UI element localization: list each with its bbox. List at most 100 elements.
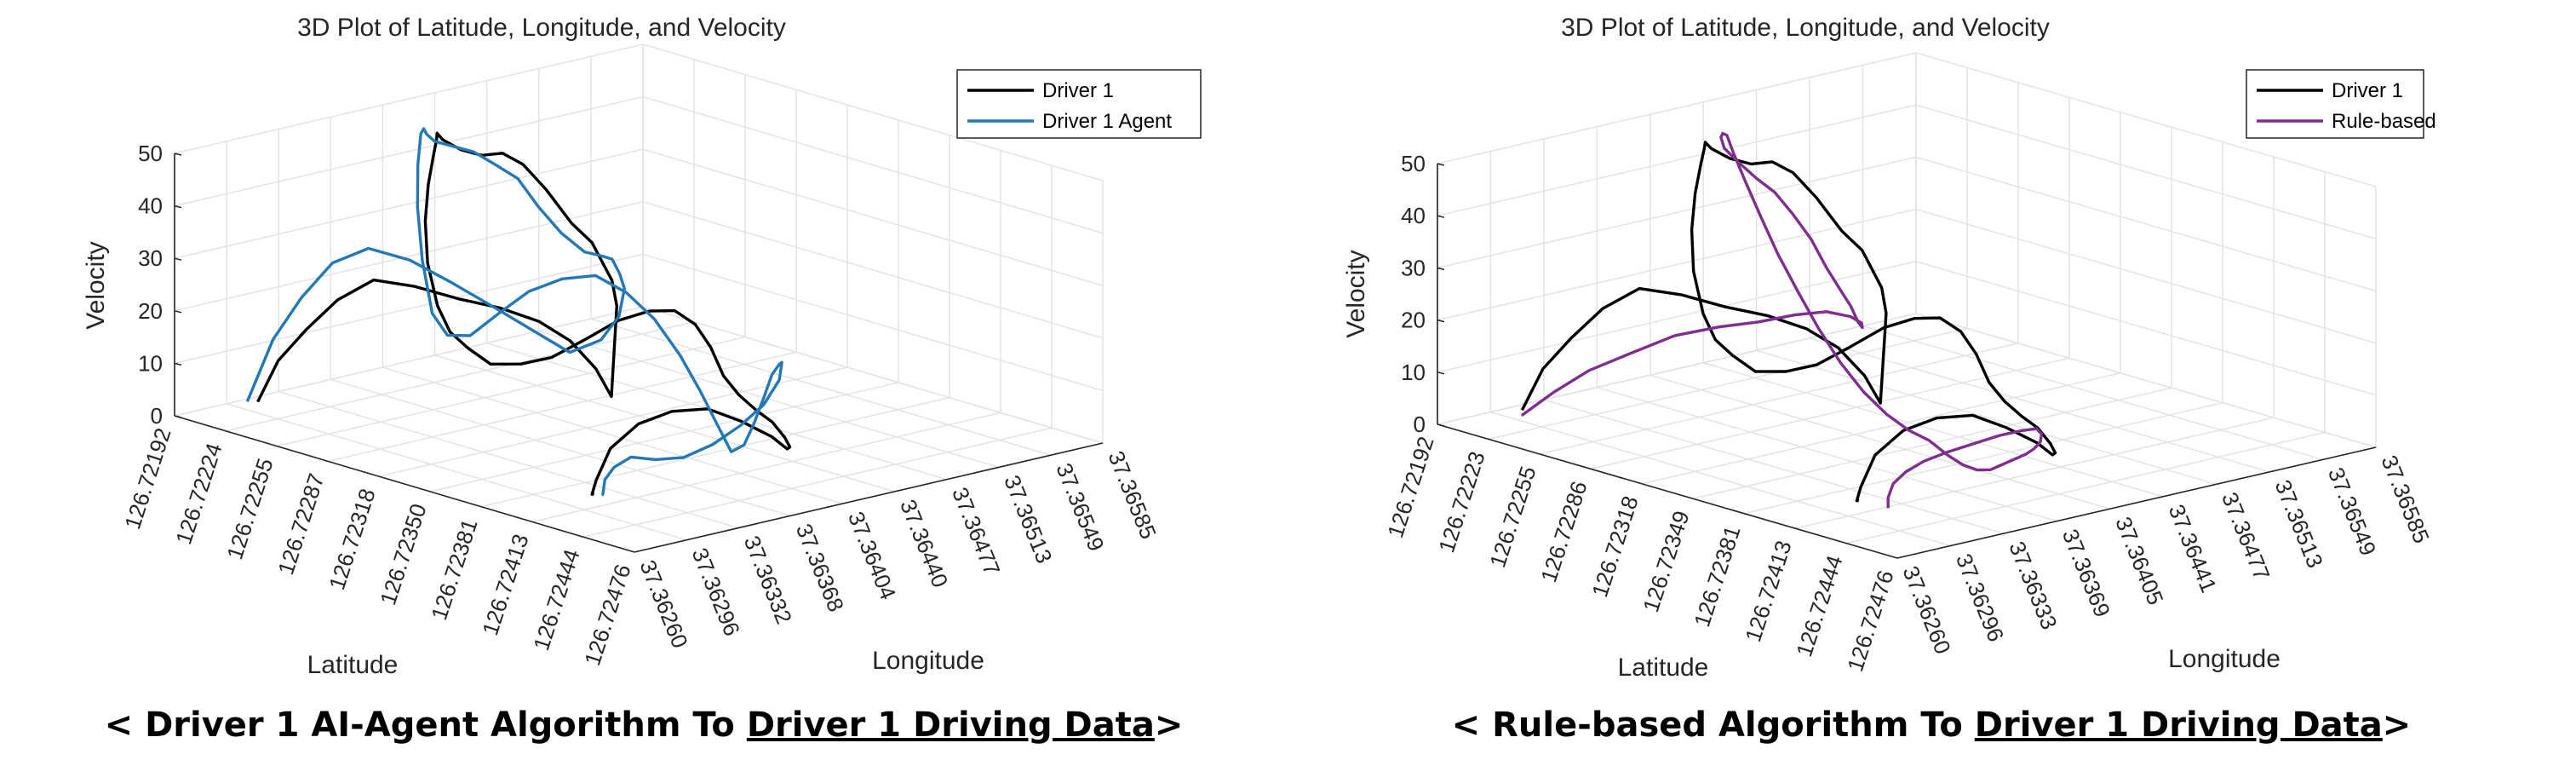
chart-1: 01020304050126.72192126.72224126.7225512…: [82, 14, 1202, 679]
floor-grid-line: [1743, 401, 2223, 515]
wall-grid-line: [1437, 156, 2377, 292]
longitude-tick-label: 37.36333: [2004, 538, 2062, 633]
velocity-tick-label: 20: [138, 298, 163, 324]
velocity-tick-label: 40: [138, 193, 163, 219]
longitude-tick-label: 37.36549: [2323, 464, 2381, 559]
velocity-tick-label: 20: [1401, 308, 1426, 333]
series-line-1: [1520, 141, 2057, 503]
series-line-2: [1520, 131, 2044, 509]
longitude-axis: [1896, 446, 2377, 559]
floor-grid-line: [1539, 343, 2019, 455]
longitude-axis: [634, 442, 1104, 553]
floor-grid-line: [531, 412, 1001, 523]
velocity-axis-label: Velocity: [82, 241, 110, 329]
wall-grid-line: [174, 201, 1104, 339]
longitude-tick-label: 37.36549: [1051, 459, 1109, 555]
velocity-tick-label: 30: [138, 245, 163, 271]
velocity-tick-mark: [1437, 163, 1445, 166]
velocity-tick-mark: [1437, 371, 1445, 375]
longitude-tick-label: 37.36585: [1103, 447, 1161, 543]
latitude-tick-label: 126.72476: [579, 562, 636, 669]
legend-label-2: Rule-based: [2332, 110, 2436, 133]
longitude-tick-label: 37.36585: [2376, 452, 2434, 547]
wall-grid-line: [1437, 104, 2377, 239]
latitude-tick-label: 126.72255: [1484, 463, 1541, 570]
latitude-tick-label: 126.72224: [170, 440, 227, 547]
latitude-tick-label: 126.72223: [1433, 448, 1490, 556]
legend-label-1: Driver 1: [1042, 79, 1114, 102]
velocity-tick-mark: [174, 257, 182, 261]
chart-2: 01020304050126.72192126.72223126.7225512…: [1342, 14, 2436, 682]
caption-right-underlined: Driver 1 Driving Data: [1974, 706, 2383, 745]
floor-grid-line: [1488, 327, 1968, 441]
latitude-axis: [174, 415, 635, 553]
caption-left-prefix: < Driver 1 AI-Agent Algorithm To: [104, 706, 747, 745]
floor-grid-line: [434, 354, 895, 492]
floor-grid-line: [1703, 362, 2164, 498]
longitude-tick-label: 37.36513: [2270, 476, 2328, 572]
velocity-tick-mark: [174, 362, 182, 366]
longitude-axis-label: Longitude: [2168, 645, 2281, 673]
legend-box: [2246, 69, 2424, 139]
longitude-tick-label: 37.36477: [2217, 488, 2275, 584]
longitude-tick-label: 37.36296: [1951, 550, 2009, 646]
latitude-tick-label: 126.72286: [1535, 478, 1592, 585]
longitude-tick-label: 37.36260: [1897, 562, 1955, 658]
latitude-tick-label: 126.72192: [1382, 434, 1439, 541]
legend-label-1: Driver 1: [2332, 79, 2403, 102]
velocity-tick-mark: [1437, 267, 1445, 271]
floor-grid-line: [1845, 431, 2326, 544]
floor-grid-line: [1641, 372, 2121, 485]
legend-box: [956, 69, 1202, 139]
velocity-tick-label: 0: [1414, 412, 1426, 437]
longitude-tick-label: 37.36296: [687, 544, 745, 640]
caption-left: < Driver 1 AI-Agent Algorithm To Driver …: [0, 706, 1288, 745]
velocity-tick-label: 50: [138, 141, 163, 166]
latitude-tick-label: 126.72192: [119, 425, 176, 533]
caption-right-suffix: >: [2382, 706, 2412, 745]
floor-grid-line: [1809, 337, 2270, 473]
floor-grid-line: [1597, 386, 2057, 522]
velocity-tick-mark: [1437, 423, 1445, 427]
velocity-tick-mark: [174, 310, 182, 314]
longitude-tick-label: 37.36405: [2110, 513, 2168, 608]
chart-title: 3D Plot of Latitude, Longitude, and Velo…: [1561, 14, 2050, 42]
velocity-tick-label: 30: [1401, 255, 1426, 280]
latitude-tick-label: 126.72476: [1842, 567, 1899, 675]
legend-label-2: Driver 1 Agent: [1042, 110, 1172, 133]
floor-grid-line: [1490, 411, 1951, 547]
latitude-tick-label: 126.72255: [221, 455, 278, 562]
floor-grid-line: [1543, 399, 2005, 534]
series-line-2: [245, 127, 783, 497]
velocity-tick-label: 0: [151, 403, 163, 429]
floor-grid-line: [225, 321, 695, 432]
floor-grid-line: [327, 351, 797, 463]
longitude-tick-label: 37.36332: [739, 533, 797, 628]
floor-grid-line: [1862, 325, 2323, 461]
floor-grid-line: [1756, 349, 2217, 486]
floor-grid-line: [1649, 374, 2110, 510]
velocity-tick-mark: [1437, 319, 1445, 323]
caption-right: < Rule-based Algorithm To Driver 1 Drivi…: [1288, 706, 2575, 745]
caption-left-suffix: >: [1154, 706, 1184, 745]
floor-grid-line: [278, 390, 739, 529]
longitude-tick-label: 37.36404: [843, 508, 901, 603]
latitude-tick-label: 126.72413: [477, 531, 534, 638]
floor-grid-line: [382, 366, 843, 504]
wall-grid-line: [1437, 261, 2377, 396]
velocity-tick-mark: [174, 204, 182, 209]
latitude-tick-label: 126.72350: [375, 500, 432, 608]
longitude-tick-label: 37.36441: [2164, 501, 2222, 596]
latitude-axis-label: Latitude: [307, 651, 399, 679]
latitude-axis: [1437, 423, 1898, 559]
floor-grid-line: [226, 403, 687, 541]
latitude-tick-label: 126.72381: [426, 515, 483, 623]
floor-grid-line: [330, 378, 791, 517]
wall-grid-line: [174, 148, 1104, 286]
latitude-tick-label: 126.72318: [1586, 492, 1644, 600]
caption-right-prefix: < Rule-based Algorithm To: [1451, 706, 1975, 745]
floor-grid-line: [1794, 417, 2275, 529]
longitude-tick-label: 37.36477: [947, 484, 1005, 579]
caption-left-underlined: Driver 1 Driving Data: [746, 706, 1155, 745]
